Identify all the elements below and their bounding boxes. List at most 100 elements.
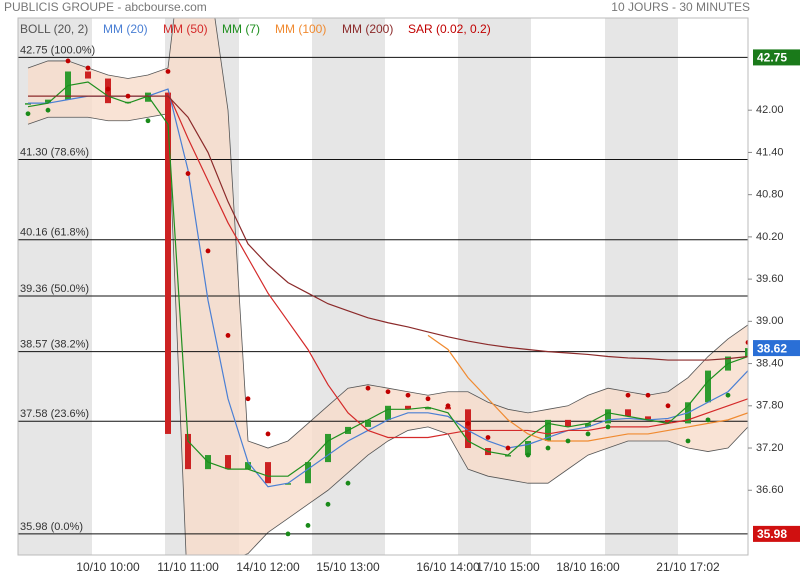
sar-dot <box>285 531 291 537</box>
sar-dot <box>705 417 711 423</box>
y-tick-label: 40.80 <box>756 189 784 201</box>
price-badge <box>753 340 800 357</box>
candle <box>425 407 431 410</box>
sar-dot <box>365 385 371 391</box>
candle <box>445 407 451 410</box>
sar-dot <box>425 396 431 402</box>
candle <box>745 348 748 357</box>
candle <box>505 455 511 457</box>
sar-dot <box>185 171 191 176</box>
sar-dot <box>85 65 91 71</box>
candle <box>225 455 231 470</box>
moving-average <box>167 92 748 439</box>
candle <box>665 419 671 424</box>
day-band <box>605 18 678 555</box>
candle <box>125 101 131 104</box>
y-tick-label: 40.20 <box>756 231 784 243</box>
x-tick-label: 11/10 11:00 <box>157 560 219 574</box>
price-badge <box>753 49 800 66</box>
sar-dot <box>45 107 51 113</box>
x-tick-label: 15/10 13:00 <box>316 560 380 574</box>
candle <box>285 483 291 485</box>
candle <box>305 462 311 484</box>
candle <box>165 92 171 434</box>
candle <box>185 433 191 470</box>
candle <box>385 405 391 420</box>
sar-dot <box>405 392 411 398</box>
candle <box>705 370 711 403</box>
y-tick-label: 36.60 <box>756 484 784 496</box>
candle <box>365 419 371 427</box>
sar-dot <box>565 438 571 444</box>
candle <box>545 419 551 441</box>
y-tick-label: 41.40 <box>756 146 784 158</box>
sar-dot <box>165 69 171 74</box>
sar-dot <box>665 403 671 409</box>
candle <box>645 416 651 420</box>
y-tick-label: 38.40 <box>756 357 784 369</box>
level-label: 41.30 (78.6%) <box>20 146 89 158</box>
sar-dot <box>225 333 231 338</box>
sar-dot <box>525 452 531 458</box>
sar-dot <box>545 445 551 451</box>
legend-entry: MM (7) <box>222 22 260 36</box>
sar-dot <box>265 431 271 437</box>
price-badge <box>753 525 800 542</box>
candle <box>45 99 51 104</box>
level-label: 37.58 (23.6%) <box>20 408 89 420</box>
y-tick-label: 37.80 <box>756 400 784 412</box>
y-tick-label: 39.00 <box>756 315 784 327</box>
sar-dot <box>725 392 731 398</box>
price-badge-label: 38.62 <box>757 341 787 355</box>
moving-average <box>28 95 748 361</box>
sar-dot <box>605 424 611 430</box>
level-label: 42.75 (100.0%) <box>20 44 95 56</box>
price-badge-label: 35.98 <box>757 527 787 541</box>
chart-subtitle: 10 JOURS - 30 MINUTES <box>611 0 750 14</box>
x-tick-label: 10/10 10:00 <box>76 560 140 574</box>
sar-dot <box>325 501 331 507</box>
sar-dot <box>445 403 451 409</box>
sar-dot <box>345 480 351 486</box>
x-tick-label: 14/10 12:00 <box>236 560 300 574</box>
moving-average <box>427 334 748 442</box>
y-tick-label: 42.00 <box>756 104 784 116</box>
x-tick-label: 16/10 14:00 <box>416 560 480 574</box>
candle <box>465 409 471 449</box>
sar-dot <box>25 111 31 117</box>
sar-dot <box>745 340 748 345</box>
level-label: 40.16 (61.8%) <box>20 227 89 239</box>
level-label: 35.98 (0.0%) <box>20 521 83 533</box>
sar-dot <box>645 392 651 398</box>
sar-dot <box>465 420 471 426</box>
candle <box>265 462 271 484</box>
y-tick-label: 39.60 <box>756 273 784 285</box>
legend-entry: MM (100) <box>275 22 326 36</box>
candle <box>25 103 31 105</box>
plot-frame <box>17 17 749 556</box>
sar-dot <box>505 445 511 451</box>
legend-entry: MM (20) <box>103 22 148 36</box>
sar-dot <box>485 435 491 440</box>
x-tick-label: 17/10 15:00 <box>476 560 540 574</box>
bollinger-lower <box>27 113 748 555</box>
sar-dot <box>145 118 151 124</box>
sar-dot <box>125 93 131 99</box>
candle <box>565 419 571 427</box>
sar-dot <box>105 86 111 92</box>
sar-dot <box>65 58 71 64</box>
candle <box>625 409 631 417</box>
sar-dot <box>685 438 691 444</box>
sar-dot <box>385 389 391 395</box>
candle <box>585 423 591 427</box>
sar-dot <box>625 392 631 398</box>
candle <box>245 462 251 470</box>
legend-entry: BOLL (20, 2) <box>20 22 88 36</box>
sar-dot <box>205 248 211 254</box>
legend-entry: MM (50) <box>163 22 208 36</box>
sar-dot <box>245 396 251 402</box>
candle <box>85 71 91 79</box>
legend-entry: SAR (0.02, 0.2) <box>408 22 491 36</box>
candle <box>525 440 531 456</box>
